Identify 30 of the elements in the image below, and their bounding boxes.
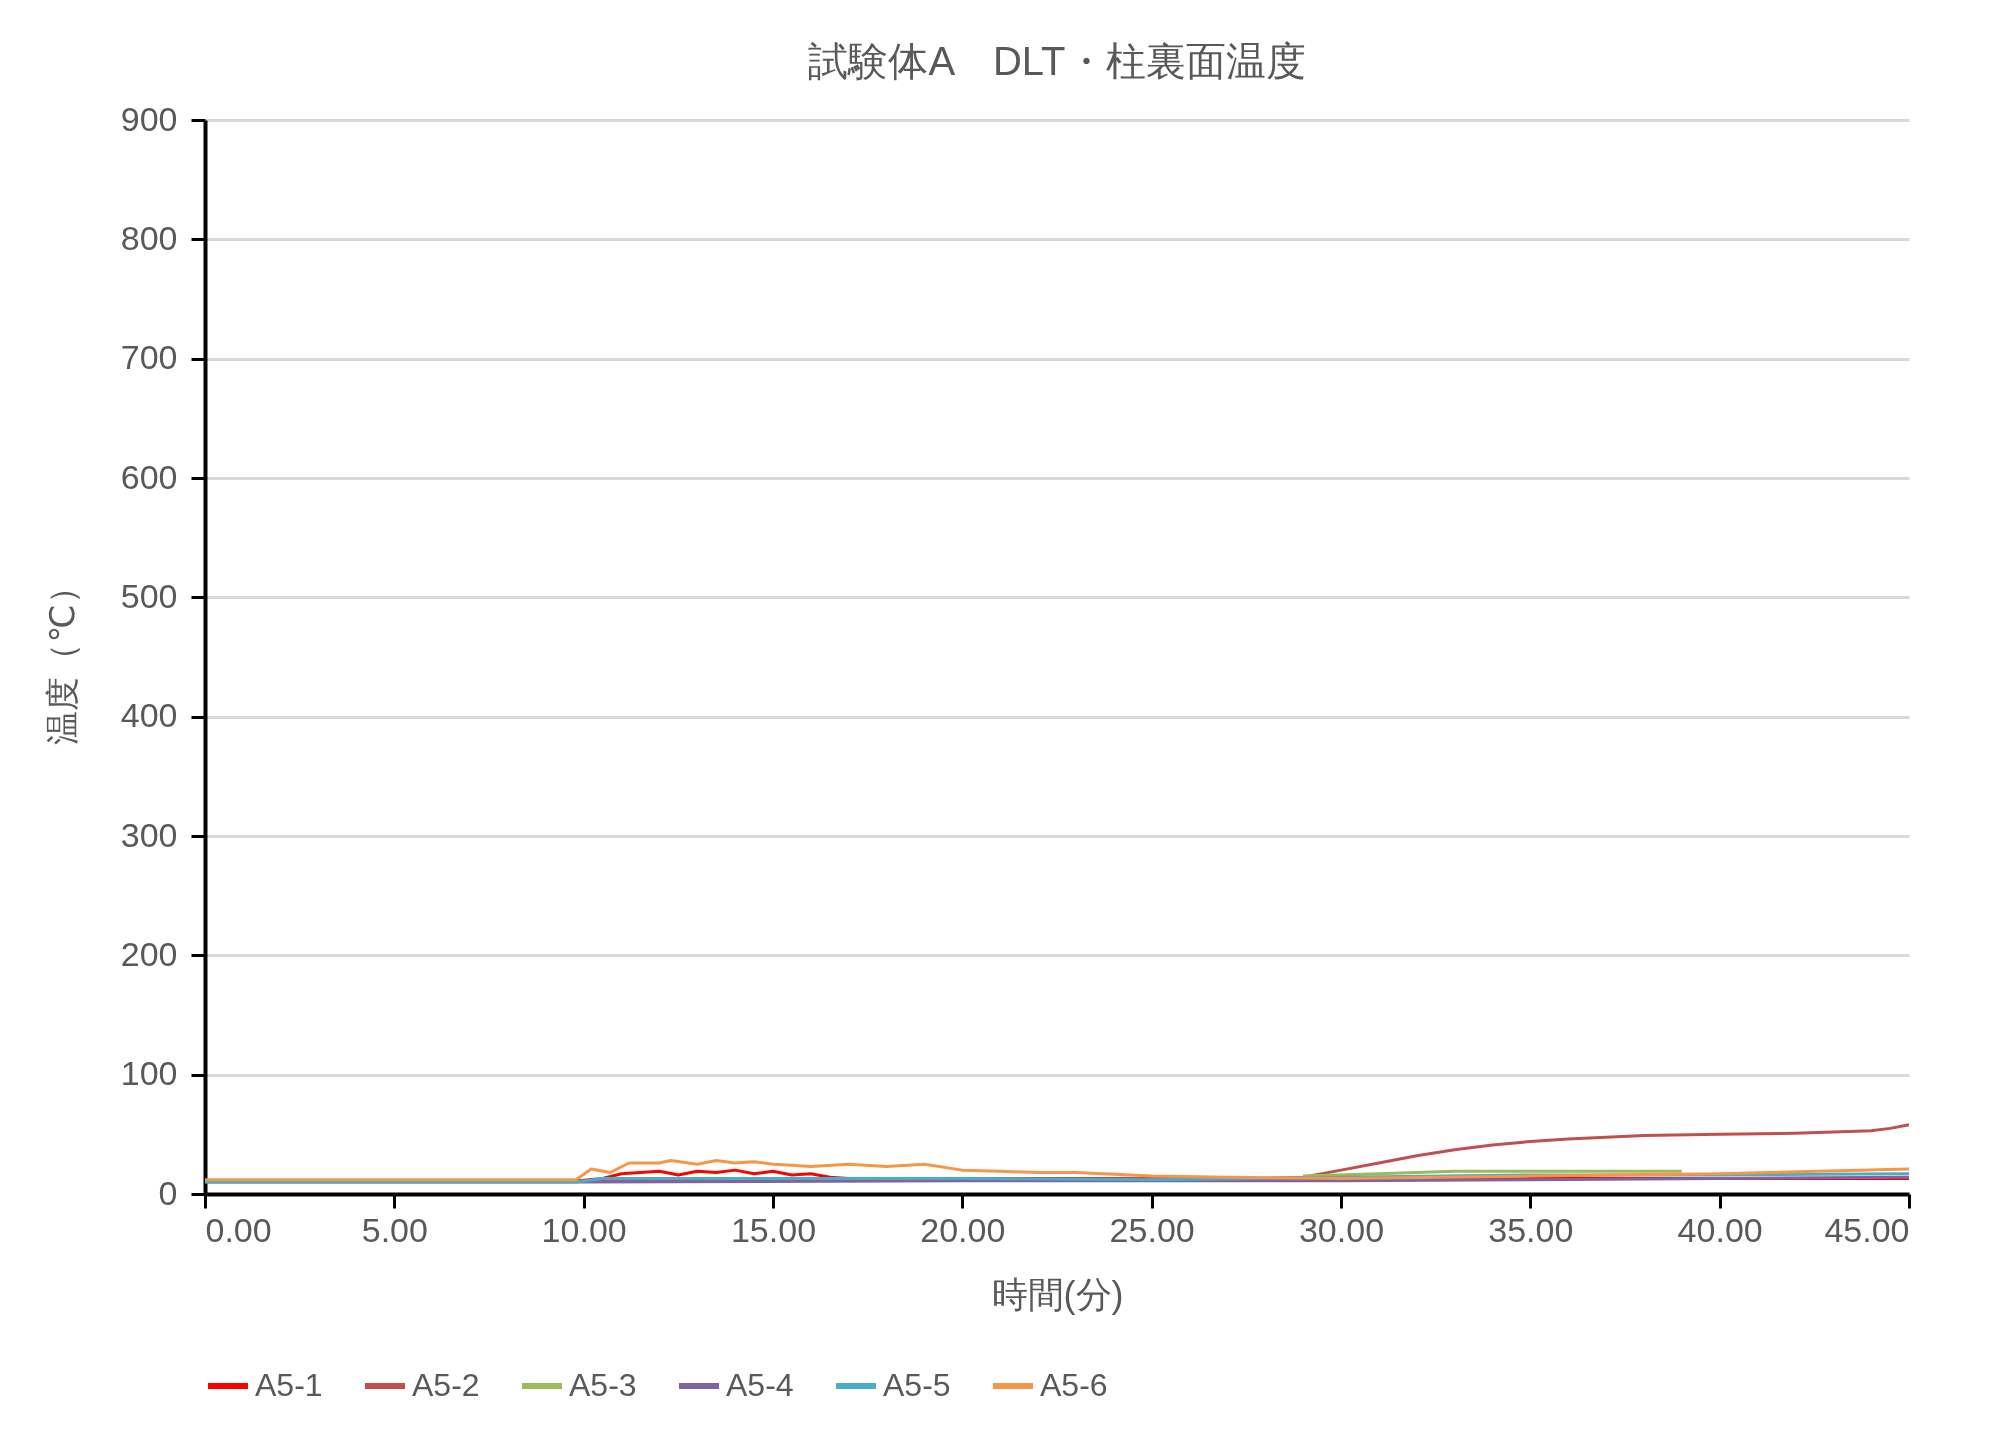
y-tick-label: 800 <box>120 218 178 257</box>
legend-label: A5-3 <box>569 1367 637 1403</box>
legend-label: A5-4 <box>726 1367 794 1403</box>
legend-label: A5-5 <box>883 1367 951 1403</box>
x-tick-label: 10.00 <box>541 1210 627 1249</box>
y-tick-label: 300 <box>120 815 178 854</box>
y-tick-label: 700 <box>120 338 178 377</box>
legend-label: A5-6 <box>1040 1367 1108 1403</box>
x-tick-label: 30.00 <box>1298 1210 1385 1249</box>
y-tick-label: 900 <box>120 99 178 138</box>
x-tick-label: 45.00 <box>1824 1210 1910 1249</box>
y-tick-label: 0 <box>158 1173 178 1212</box>
x-tick-label: 15.00 <box>730 1210 817 1249</box>
y-tick-label: 100 <box>120 1054 178 1093</box>
x-tick-label: 0.00 <box>205 1210 272 1249</box>
chart-title: 試験体A DLT・柱裏面温度 <box>808 39 1306 83</box>
x-tick-label: 5.00 <box>361 1210 428 1249</box>
x-axis-title: 時間(分) <box>991 1273 1124 1315</box>
legend-label: A5-2 <box>412 1367 480 1403</box>
y-tick-label: 500 <box>120 576 178 615</box>
legend-label: A5-1 <box>255 1367 323 1403</box>
y-tick-label: 400 <box>120 696 178 735</box>
y-tick-label: 600 <box>120 457 178 496</box>
x-tick-label: 20.00 <box>920 1210 1006 1249</box>
x-tick-label: 35.00 <box>1488 1210 1574 1249</box>
y-axis-title: 温度（℃） <box>42 570 81 745</box>
y-tick-label: 200 <box>120 934 178 973</box>
x-tick-label: 40.00 <box>1677 1210 1763 1249</box>
line-series <box>203 1159 1911 1182</box>
x-tick-label: 25.00 <box>1109 1210 1195 1249</box>
